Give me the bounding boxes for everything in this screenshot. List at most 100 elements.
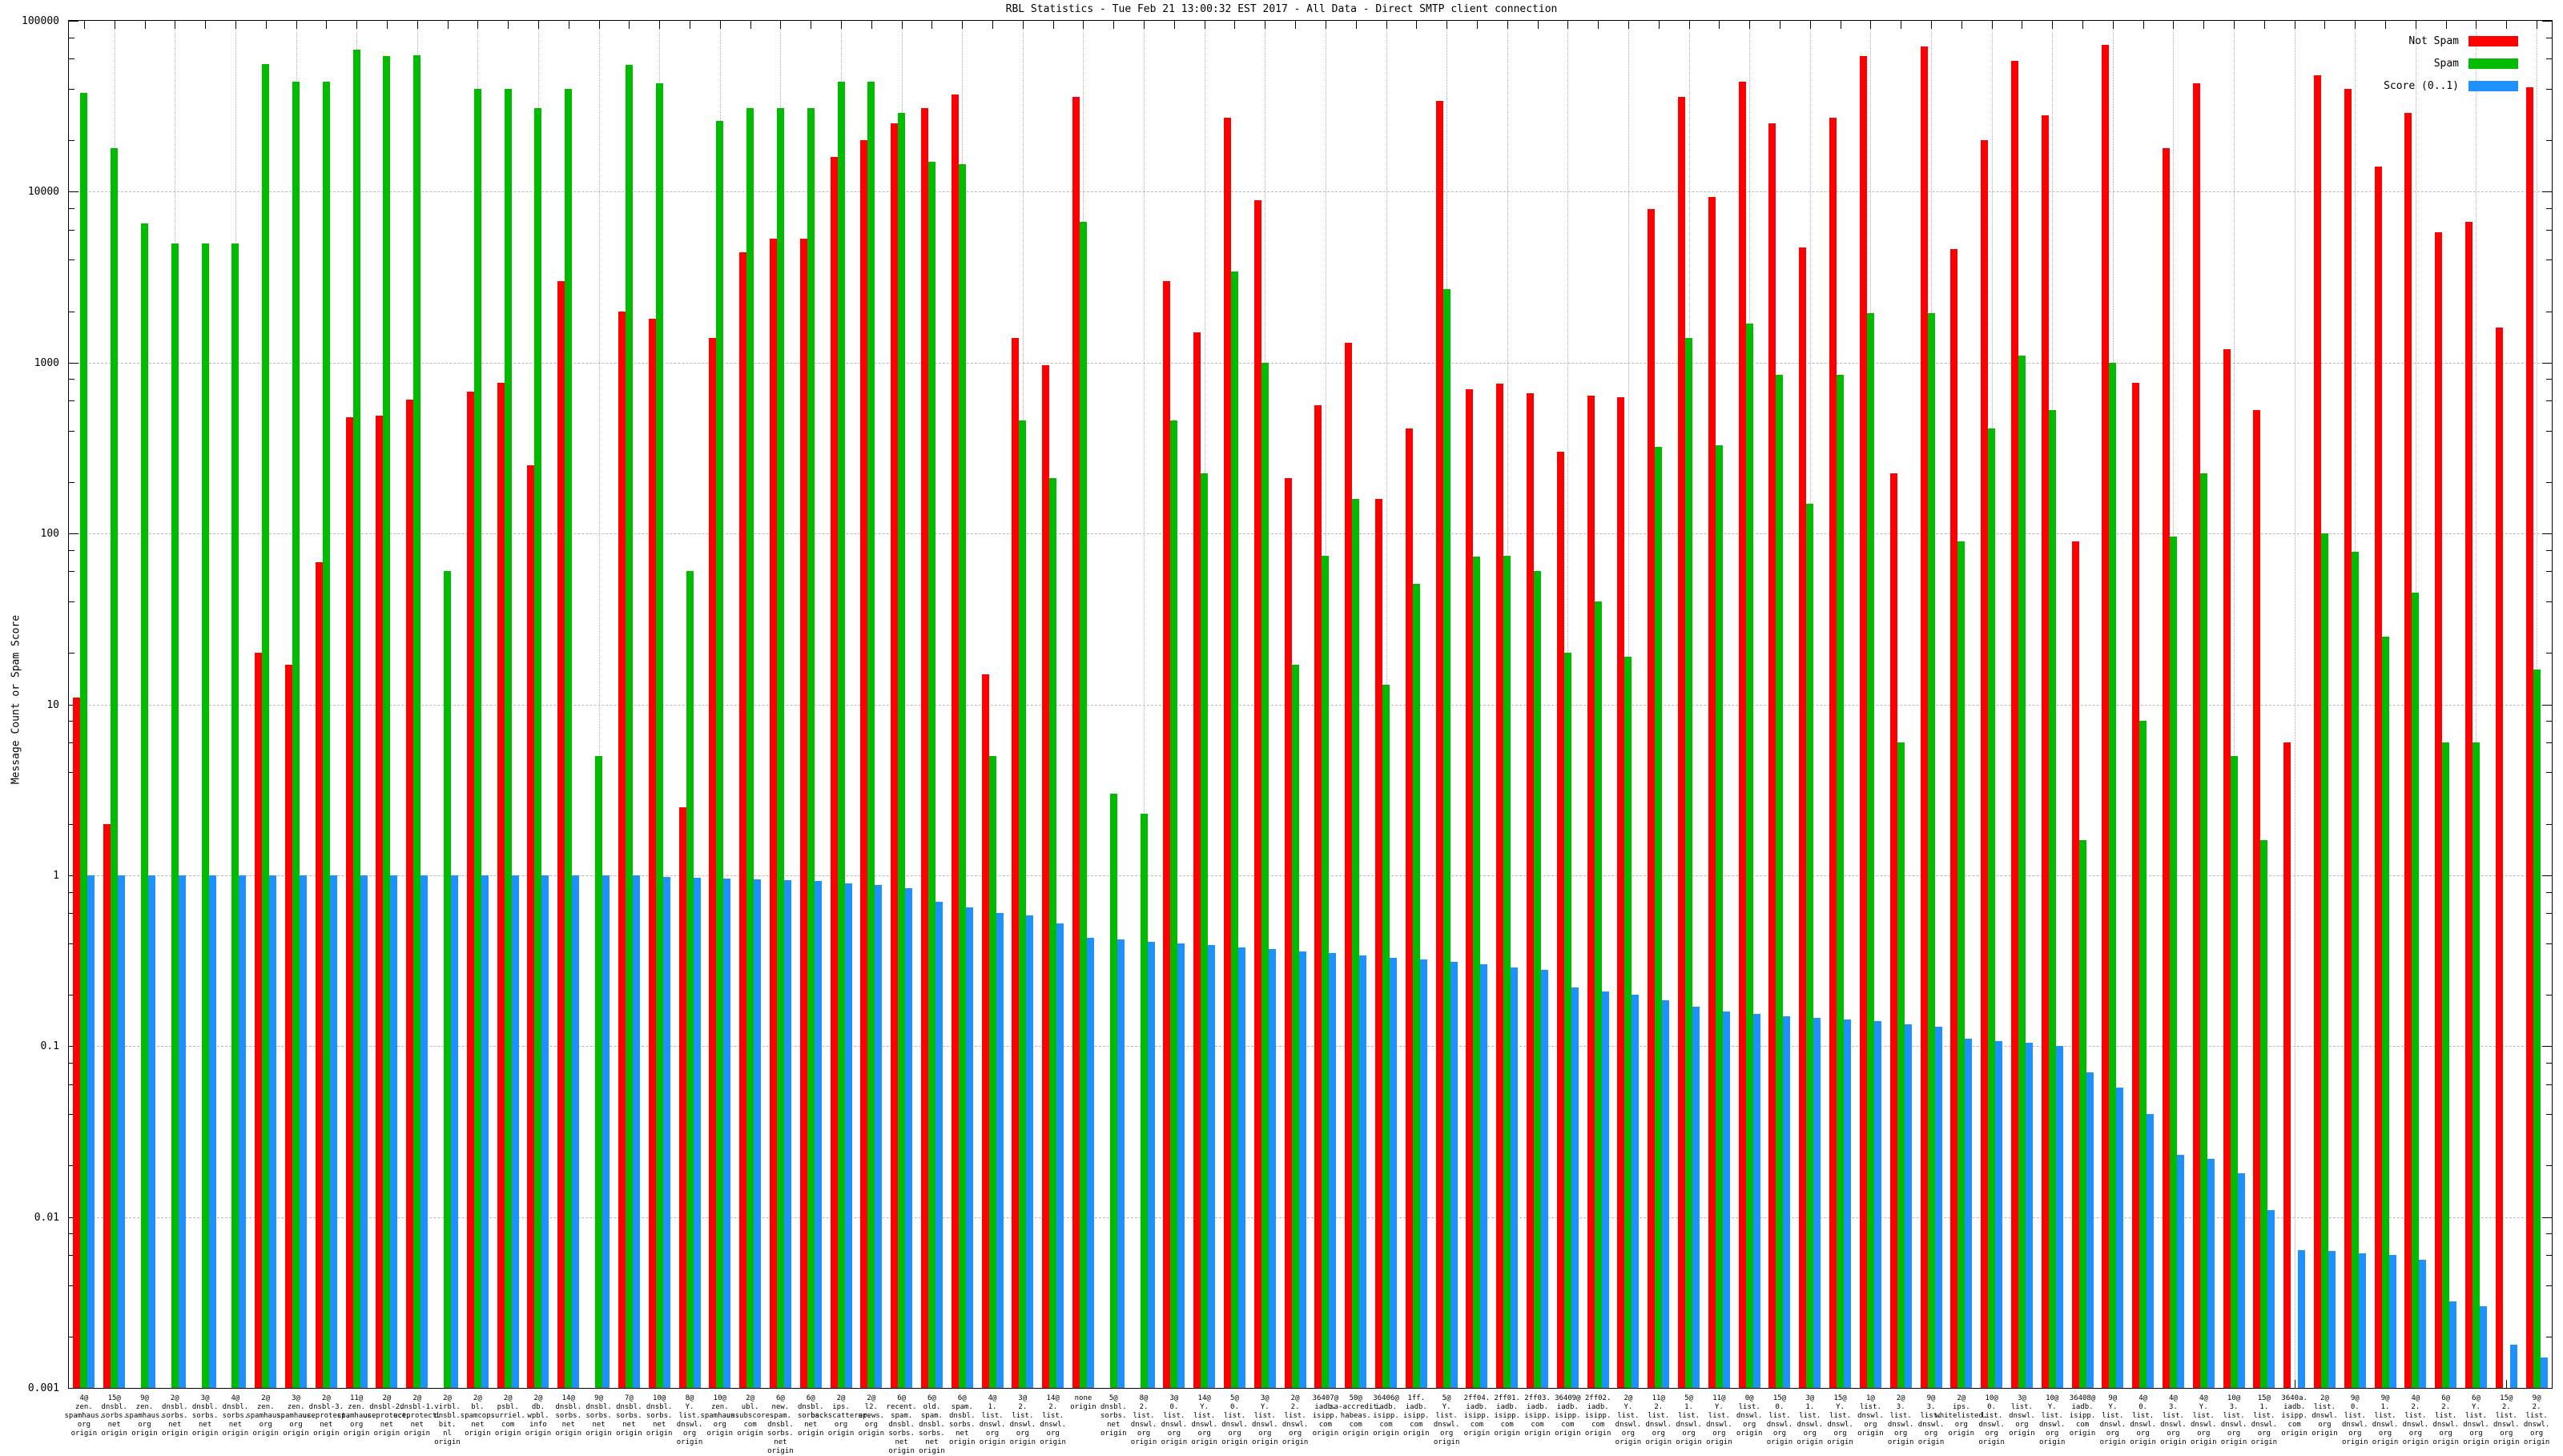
bar-spam [1563, 653, 1571, 1388]
bar-not-spam [2525, 86, 2533, 1388]
bar-not-spam [1738, 82, 1746, 1388]
bar-spam [1382, 685, 1390, 1388]
bar-spam [625, 65, 633, 1388]
bar-not-spam [345, 416, 353, 1388]
bar-score-0-1 [1026, 915, 1034, 1388]
bar-not-spam [2495, 328, 2503, 1388]
y-major-tick [69, 191, 78, 193]
bar-score-0-1 [2267, 1209, 2275, 1388]
x-top-tick [2324, 21, 2326, 29]
bar-score-0-1 [2025, 1042, 2033, 1388]
x-top-tick [871, 21, 872, 29]
x-category-label: 36409@ iadb. isipp. com origin [1555, 1394, 1581, 1438]
bar-score-0-1 [2176, 1155, 2184, 1388]
y-major-tick [69, 533, 78, 535]
bar-score-0-1 [1571, 987, 1579, 1388]
x-category-label: 4@ zen. spamhaus. org origin [64, 1394, 104, 1438]
bar-spam [1442, 288, 1450, 1388]
bar-score-0-1 [1390, 957, 1397, 1388]
x-top-tick [780, 21, 782, 29]
y-gridline [69, 875, 2552, 876]
x-category-label: 2@ dnsbl. sorbs. net origin [162, 1394, 188, 1438]
x-category-label: 14@ dnsbl. sorbs. net origin [555, 1394, 582, 1438]
x-category-label: 8@ 2. list. dnswl. org origin [1130, 1394, 1157, 1446]
bar-score-0-1 [390, 875, 398, 1388]
x-top-tick [1113, 21, 1115, 29]
x-category-label: 36406@ iadb. isipp. com origin [1373, 1394, 1399, 1438]
y-minor-tick [2546, 1114, 2552, 1116]
bar-spam [2320, 533, 2328, 1388]
bar-not-spam [1617, 396, 1625, 1388]
bar-not-spam [1587, 396, 1595, 1388]
bar-spam [595, 755, 603, 1388]
x-category-label: 2@ 3. list. dnswl. org origin [1887, 1394, 1914, 1446]
x-category-label: 5@ Y. list. dnswl. org origin [1433, 1394, 1460, 1446]
y-tick-label: 1 [53, 869, 59, 882]
x-category-label: 2@ l2. apews. org origin [858, 1394, 885, 1438]
x-category-label: 2@ dnsbl-1. uceprotect. net origin [392, 1394, 441, 1438]
y-major-tick [2542, 1388, 2552, 1389]
x-category-label: 15@ dnsbl. sorbs. net origin [101, 1394, 127, 1438]
y-tick-label: 0.001 [27, 1382, 59, 1394]
bar-spam [807, 107, 815, 1388]
y-tick-label: 1000 [34, 356, 59, 369]
x-top-tick [1809, 21, 1811, 29]
bar-spam [1655, 447, 1663, 1388]
bar-not-spam [2162, 147, 2170, 1388]
bar-score-0-1 [1237, 947, 1245, 1388]
bar-score-0-1 [208, 875, 216, 1388]
bar-spam [2230, 755, 2238, 1388]
bar-not-spam [315, 561, 323, 1388]
y-minor-tick [69, 549, 74, 551]
bar-score-0-1 [1783, 1016, 1791, 1388]
bar-spam [2472, 742, 2480, 1388]
x-gridline [598, 21, 600, 1388]
bar-not-spam [1072, 96, 1080, 1388]
y-minor-tick [2546, 259, 2552, 261]
x-top-tick [386, 21, 388, 29]
bar-not-spam [2071, 541, 2079, 1388]
bar-spam [171, 243, 179, 1388]
x-top-tick [477, 21, 479, 29]
bar-spam [1837, 374, 1845, 1388]
y-minor-tick [2546, 571, 2552, 573]
x-category-label: 2@ Y. list. dnswl. org origin [1615, 1394, 1642, 1446]
bar-spam [2048, 409, 2056, 1388]
x-top-tick [1658, 21, 1660, 29]
y-major-tick [2542, 533, 2552, 535]
bar-spam [2260, 840, 2268, 1388]
legend-item: Score (0..1) [2384, 80, 2518, 92]
y-minor-tick [69, 379, 74, 380]
bar-spam [1594, 601, 1602, 1388]
x-category-label: 4@ 1. list. dnswl. org origin [979, 1394, 1006, 1446]
bar-not-spam [1284, 478, 1292, 1388]
x-category-label: 14@ Y. list. dnswl. org origin [1191, 1394, 1217, 1446]
x-category-label: 6@ spam. dnsbl. sorbs. net origin [948, 1394, 976, 1446]
bar-score-0-1 [1692, 1007, 1700, 1388]
y-major-tick [2542, 1046, 2552, 1048]
y-minor-tick [2546, 913, 2552, 915]
y-minor-tick [2546, 208, 2552, 210]
x-category-label: 6@ recent. spam. dnsbl. sorbs. net origin [886, 1394, 917, 1455]
y-minor-tick [69, 943, 74, 944]
bar-not-spam [1556, 452, 1564, 1388]
bar-not-spam [1012, 337, 1020, 1388]
bar-spam [80, 92, 88, 1388]
x-category-label: 2@ db. wpbl. info origin [525, 1394, 552, 1438]
y-minor-tick [69, 400, 74, 402]
bar-not-spam [1163, 280, 1171, 1388]
bar-not-spam [255, 653, 263, 1388]
y-minor-tick [69, 88, 74, 90]
bar-not-spam [527, 465, 535, 1388]
y-gridline [69, 1046, 2552, 1048]
bar-not-spam [2132, 383, 2140, 1388]
bar-score-0-1 [1117, 939, 1125, 1388]
bar-spam [1291, 665, 1299, 1388]
bar-not-spam [618, 311, 626, 1388]
x-category-label: 9@ 0. list. dnswl. org origin [2342, 1394, 2368, 1446]
bar-score-0-1 [2540, 1357, 2548, 1388]
x-category-label: 2@ psbl. surriel. com origin [490, 1394, 525, 1438]
bar-score-0-1 [662, 876, 670, 1388]
bar-score-0-1 [2358, 1253, 2366, 1388]
bar-score-0-1 [2419, 1260, 2427, 1388]
